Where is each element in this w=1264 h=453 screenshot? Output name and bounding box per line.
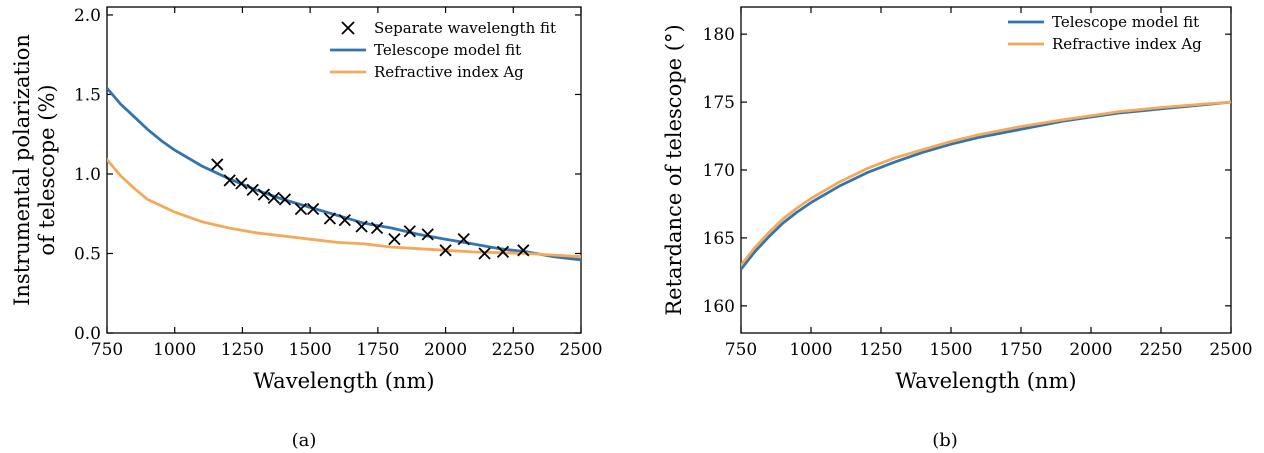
- legend-label-b: Telescope model fit: [1052, 13, 1199, 31]
- data-point-a: [223, 174, 236, 187]
- plot-frame-a: [106, 6, 582, 334]
- y-tick-label-b: 180: [703, 25, 735, 45]
- data-point-a: [439, 244, 452, 257]
- x-tick-label-a: 750: [91, 340, 123, 360]
- data-point-a: [388, 233, 401, 246]
- series-layer-b: [741, 100, 1231, 271]
- data-point-a: [294, 202, 308, 216]
- legend-b: Telescope model fit Refractive index Ag: [1008, 13, 1202, 53]
- legend-label-a: Separate wavelength fit: [374, 19, 556, 37]
- y-tick-label-a: 2.0: [74, 6, 101, 26]
- data-point-a: [323, 212, 337, 225]
- x-tick-label-b: 1750: [999, 340, 1042, 360]
- data-point-a: [338, 213, 351, 227]
- legend-a: Separate wavelength fit Telescope model f…: [330, 19, 556, 81]
- x-tick-label-a: 2500: [559, 340, 602, 360]
- x-tick-label-a: 1000: [153, 340, 196, 360]
- data-point-a: [478, 247, 491, 260]
- x-tick-label-a: 2000: [424, 340, 467, 360]
- data-point-a: [306, 202, 320, 216]
- x-tick-label-a: 1250: [221, 340, 264, 360]
- legend-label-a: Refractive index Ag: [374, 63, 524, 81]
- x-axis-label-a: Wavelength (nm): [253, 369, 434, 393]
- data-point-a: [246, 183, 259, 197]
- panel-a: 750 1000 1250 1500 1750 2000 2250 2500 0.0 0.5 1.0…: [10, 6, 603, 451]
- series-line-a-2: [107, 158, 581, 259]
- legend-label-b: Refractive index Ag: [1052, 35, 1202, 53]
- data-point-a: [267, 191, 280, 204]
- y-tick-label-b: 165: [703, 229, 735, 249]
- data-point-a: [278, 193, 292, 206]
- y-axis-label-a-line2: of telescope (%): [35, 84, 59, 255]
- x-tick-label-b: 750: [725, 340, 757, 360]
- data-point-a: [370, 221, 384, 235]
- x-tick-label-a: 1500: [289, 340, 332, 360]
- x-tick-label-b: 1000: [789, 340, 832, 360]
- y-axis-label-b: Retardance of telescope (°): [662, 24, 686, 315]
- legend-marker-a: [341, 21, 355, 35]
- y-tick-label-a: 0.5: [74, 244, 101, 264]
- data-point-a: [235, 177, 248, 190]
- x-tick-label-b: 1250: [859, 340, 902, 360]
- y-tick-label-a: 1.5: [74, 85, 101, 105]
- y-tick-label-a: 0.0: [74, 324, 101, 344]
- y-tick-label-b: 175: [703, 93, 735, 113]
- tick-marks-a: 750 1000 1250 1500 1750 2000 2250 2500 0.0 0.5 1.0…: [74, 6, 603, 360]
- data-point-a: [403, 225, 416, 238]
- series-line-a-1: [107, 86, 581, 262]
- data-point-a: [257, 188, 270, 201]
- panel-b: 750 1000 1250 1500 1750 2000 2250 2500 160 165 170…: [662, 6, 1253, 451]
- legend-label-a: Telescope model fit: [374, 41, 521, 59]
- series-line-b-1: [741, 100, 1231, 267]
- data-point-a: [496, 245, 510, 259]
- data-point-a: [355, 220, 368, 233]
- y-axis-label-a-line1: Instrumental polarization: [10, 34, 34, 306]
- tick-marks-b: 750 1000 1250 1500 1750 2000 2250 2500 160 165 170…: [703, 7, 1253, 360]
- x-tick-label-b: 2500: [1209, 340, 1252, 360]
- data-point-a: [211, 158, 224, 171]
- x-tick-label-b: 1500: [929, 340, 972, 360]
- x-tick-label-a: 1750: [356, 340, 399, 360]
- x-tick-label-b: 2250: [1139, 340, 1182, 360]
- caption-b: (b): [932, 430, 958, 451]
- series-layer-a: [107, 86, 581, 262]
- data-point-a: [457, 233, 470, 246]
- y-tick-label-b: 160: [703, 297, 735, 317]
- y-tick-label-b: 170: [703, 161, 735, 181]
- x-tick-label-b: 2000: [1069, 340, 1112, 360]
- data-point-a: [517, 244, 530, 257]
- data-point-a: [421, 228, 434, 241]
- y-tick-label-a: 1.0: [74, 165, 101, 185]
- x-axis-label-b: Wavelength (nm): [895, 369, 1076, 393]
- x-tick-label-a: 2250: [492, 340, 535, 360]
- caption-a: (a): [292, 430, 317, 451]
